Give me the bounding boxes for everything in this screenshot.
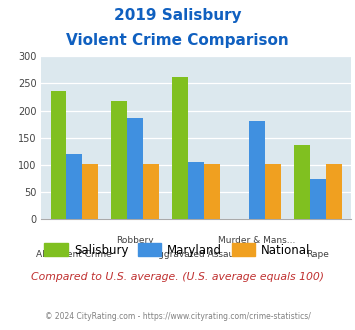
Bar [326, 164, 342, 219]
Bar [143, 164, 159, 219]
Text: 2019 Salisbury: 2019 Salisbury [114, 8, 241, 23]
Legend: Salisbury, Maryland, National: Salisbury, Maryland, National [40, 239, 315, 261]
Bar [127, 117, 143, 219]
Text: Rape: Rape [306, 250, 329, 259]
Bar [265, 164, 281, 219]
Bar [249, 121, 265, 219]
Text: All Violent Crime: All Violent Crime [37, 250, 112, 259]
Text: Violent Crime Comparison: Violent Crime Comparison [66, 33, 289, 48]
Bar [310, 179, 326, 219]
Bar [294, 145, 310, 219]
Bar [188, 162, 204, 219]
Bar [204, 164, 220, 219]
Text: Robbery: Robbery [116, 236, 154, 245]
Text: Murder & Mans...: Murder & Mans... [218, 236, 296, 245]
Bar [50, 91, 66, 219]
Bar [66, 154, 82, 219]
Bar [82, 164, 98, 219]
Bar [111, 101, 127, 219]
Bar [173, 77, 188, 219]
Text: Compared to U.S. average. (U.S. average equals 100): Compared to U.S. average. (U.S. average … [31, 272, 324, 282]
Text: © 2024 CityRating.com - https://www.cityrating.com/crime-statistics/: © 2024 CityRating.com - https://www.city… [45, 312, 310, 321]
Text: Aggravated Assault: Aggravated Assault [152, 250, 240, 259]
